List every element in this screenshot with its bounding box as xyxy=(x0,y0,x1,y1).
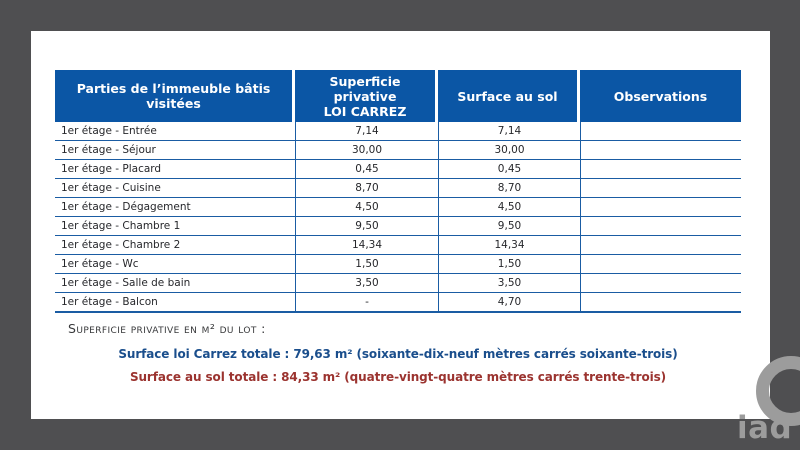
table-row: 1er étage - Chambre 2 14,34 14,34 xyxy=(55,236,741,255)
sol-value: 4,70 xyxy=(438,293,580,311)
carrez-value: 30,00 xyxy=(295,141,438,159)
room-label: 1er étage - Placard xyxy=(61,163,162,175)
room-label: 1er étage - Salle de bain xyxy=(61,277,191,289)
measurement-table: Parties de l’immeuble bâtis visitées Sup… xyxy=(55,70,741,313)
table-row: 1er étage - Wc 1,50 1,50 xyxy=(55,255,741,274)
sol-value: 30,00 xyxy=(438,141,580,159)
header-parties-line2: visitées xyxy=(146,96,201,111)
header-superficie-line1: Superficie xyxy=(329,73,401,89)
table-body: 1er étage - Entrée 7,14 7,14 1er étage -… xyxy=(55,122,741,313)
sol-value: 7,14 xyxy=(438,122,580,140)
header-superficie-line3: LOI CARREZ xyxy=(323,103,407,119)
room-label: 1er étage - Cuisine xyxy=(61,182,161,194)
observation-cell xyxy=(580,255,741,273)
observation-cell xyxy=(580,274,741,292)
observation-cell xyxy=(580,236,741,254)
header-observations: Observations xyxy=(580,70,741,122)
header-parties-line1: Parties de l’immeuble bâtis xyxy=(76,81,271,96)
room-label: 1er étage - Balcon xyxy=(61,296,158,308)
sol-value: 4,50 xyxy=(438,198,580,216)
carrez-value: 9,50 xyxy=(295,217,438,235)
observation-cell xyxy=(580,122,741,140)
carrez-value: 1,50 xyxy=(295,255,438,273)
header-superficie-line2: privative xyxy=(333,88,397,104)
table-row: 1er étage - Placard 0,45 0,45 xyxy=(55,160,741,179)
room-label: 1er étage - Dégagement xyxy=(61,201,191,213)
header-parties: Parties de l’immeuble bâtis visitées xyxy=(55,70,295,122)
header-superficie-carrez: Superficie privative LOI CARREZ xyxy=(295,70,438,122)
sol-value: 3,50 xyxy=(438,274,580,292)
carrez-value: 8,70 xyxy=(295,179,438,197)
observation-cell xyxy=(580,141,741,159)
carrez-value: - xyxy=(295,293,438,311)
observation-cell xyxy=(580,179,741,197)
sol-total-line: Surface au sol totale : 84,33 m² (quatre… xyxy=(129,370,667,384)
header-surface-sol: Surface au sol xyxy=(438,70,580,122)
table-row: 1er étage - Balcon - 4,70 xyxy=(55,293,741,313)
table-header-row: Parties de l’immeuble bâtis visitées Sup… xyxy=(55,70,741,122)
room-label: 1er étage - Chambre 2 xyxy=(61,239,181,251)
room-label: 1er étage - Séjour xyxy=(61,144,156,156)
table-row: 1er étage - Entrée 7,14 7,14 xyxy=(55,122,741,141)
room-label: 1er étage - Entrée xyxy=(61,125,157,137)
table-row: 1er étage - Cuisine 8,70 8,70 xyxy=(55,179,741,198)
sol-value: 1,50 xyxy=(438,255,580,273)
room-label: 1er étage - Chambre 1 xyxy=(61,220,181,232)
document-page: Parties de l’immeuble bâtis visitées Sup… xyxy=(31,31,770,419)
summary-heading: Superficie privative en m² du lot : xyxy=(68,321,266,336)
carrez-value: 4,50 xyxy=(295,198,438,216)
room-label: 1er étage - Wc xyxy=(61,258,139,270)
sol-value: 8,70 xyxy=(438,179,580,197)
table-row: 1er étage - Séjour 30,00 30,00 xyxy=(55,141,741,160)
table-row: 1er étage - Chambre 1 9,50 9,50 xyxy=(55,217,741,236)
carrez-value: 3,50 xyxy=(295,274,438,292)
sol-value: 0,45 xyxy=(438,160,580,178)
table-row: 1er étage - Dégagement 4,50 4,50 xyxy=(55,198,741,217)
table-row: 1er étage - Salle de bain 3,50 3,50 xyxy=(55,274,741,293)
carrez-total-line: Surface loi Carrez totale : 79,63 m² (so… xyxy=(118,347,678,361)
observation-cell xyxy=(580,293,741,311)
carrez-value: 7,14 xyxy=(295,122,438,140)
observation-cell xyxy=(580,198,741,216)
sol-value: 9,50 xyxy=(438,217,580,235)
carrez-value: 14,34 xyxy=(295,236,438,254)
carrez-value: 0,45 xyxy=(295,160,438,178)
observation-cell xyxy=(580,160,741,178)
sol-value: 14,34 xyxy=(438,236,580,254)
observation-cell xyxy=(580,217,741,235)
iad-logo-text: iad xyxy=(737,410,793,446)
